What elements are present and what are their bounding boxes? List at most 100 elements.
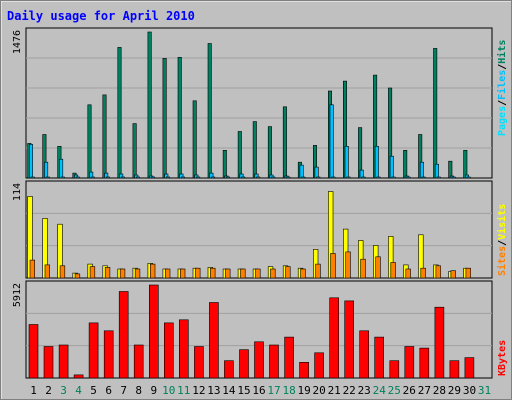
x-tick-label-14: 14 <box>222 384 236 397</box>
x-tick-label-24: 24 <box>373 384 387 397</box>
bar-hits-day-11 <box>177 56 182 179</box>
bar-sites-day-28 <box>435 265 441 279</box>
bar-sites-day-25 <box>390 262 396 279</box>
bar-hits-day-5 <box>87 104 92 179</box>
bar-pages-day-8 <box>135 176 140 179</box>
x-tick-label-28: 28 <box>433 384 446 397</box>
bar-kbytes-day-29 <box>449 360 460 379</box>
x-tick-label-11: 11 <box>177 384 190 397</box>
bar-hits-day-12 <box>192 100 197 179</box>
bar-kbytes-day-28 <box>434 306 445 379</box>
bar-pages-day-24 <box>376 176 381 179</box>
x-tick-label-17: 17 <box>267 384 280 397</box>
x-tick-label-18: 18 <box>282 384 295 397</box>
bar-sites-day-26 <box>405 268 411 279</box>
bar-pages-day-22 <box>346 176 351 179</box>
chart-title: Daily usage for April 2010 <box>7 9 195 23</box>
bar-files-day-2 <box>44 161 49 179</box>
bar-files-day-28 <box>434 163 439 179</box>
axis-label-part: / <box>497 240 508 246</box>
axis-label-right: Pages/Files/Hits <box>496 40 508 136</box>
bar-files-day-21 <box>329 104 334 179</box>
axis-label-part: Pages <box>497 106 508 136</box>
bar-sites-day-24 <box>375 256 381 279</box>
x-tick-label-22: 22 <box>343 384 356 397</box>
bar-pages-day-13 <box>211 176 216 179</box>
bar-kbytes-day-5 <box>88 322 99 379</box>
x-tick-label-13: 13 <box>207 384 220 397</box>
bar-pages-day-4 <box>75 176 80 179</box>
bar-pages-day-18 <box>286 176 291 179</box>
bar-sites-day-14 <box>225 268 231 279</box>
bar-kbytes-day-14 <box>224 360 234 379</box>
bar-sites-day-7 <box>119 268 126 279</box>
bar-hits-day-30 <box>463 150 468 179</box>
bar-kbytes-day-15 <box>239 349 249 379</box>
bar-hits-day-16 <box>252 121 257 179</box>
bar-pages-day-11 <box>181 176 186 179</box>
x-tick-label-2: 2 <box>45 384 52 397</box>
bar-pages-day-15 <box>241 176 246 179</box>
panel-area <box>25 280 493 379</box>
bar-files-day-24 <box>374 146 379 179</box>
bar-sites-day-27 <box>420 267 426 279</box>
bar-pages-day-5 <box>90 176 95 179</box>
bar-kbytes-day-3 <box>58 344 69 379</box>
x-tick-label-26: 26 <box>403 384 416 397</box>
bar-hits-day-28 <box>433 48 438 179</box>
bar-hits-day-6 <box>102 94 107 179</box>
x-axis-labels: 1 2 3 4 5 6 7 8 9 10 11 12 13 14 15 16 17 18 19 20 21 22 23 24 2… <box>30 384 491 397</box>
bar-hits-day-17 <box>267 126 272 179</box>
axis-label-part: / <box>497 100 508 106</box>
bar-kbytes-day-18 <box>284 336 294 379</box>
x-tick-label-6: 6 <box>105 384 112 397</box>
bar-hits-day-14 <box>222 150 227 179</box>
bar-pages-day-3 <box>60 176 65 179</box>
bar-files-day-20 <box>314 166 319 179</box>
x-tick-label-7: 7 <box>120 384 127 397</box>
bar-files-day-25 <box>389 155 394 179</box>
bar-files-day-22 <box>344 146 349 179</box>
bar-pages-day-28 <box>436 176 441 179</box>
bar-pages-day-7 <box>120 176 125 179</box>
bar-hits-day-8 <box>132 123 137 179</box>
bar-sites-day-5 <box>89 266 96 279</box>
bar-kbytes-day-21 <box>329 297 340 379</box>
x-tick-label-20: 20 <box>312 384 325 397</box>
axis-label-part: Files <box>496 70 508 100</box>
bar-pages-day-12 <box>196 176 201 179</box>
bar-hits-day-26 <box>403 150 408 179</box>
axis-label-part: Visits <box>496 204 508 240</box>
bar-pages-day-26 <box>406 176 411 179</box>
bar-pages-day-21 <box>331 176 336 179</box>
bar-kbytes-day-22 <box>344 300 355 379</box>
bar-hits-day-18 <box>282 106 287 179</box>
bar-kbytes-day-16 <box>254 341 264 379</box>
bar-kbytes-day-6 <box>103 330 114 379</box>
y-max-label: 5912 <box>12 283 23 307</box>
bar-kbytes-day-30 <box>464 357 475 379</box>
bar-kbytes-day-2 <box>43 346 54 379</box>
x-tick-label-30: 30 <box>463 384 476 397</box>
x-tick-label-12: 12 <box>192 384 205 397</box>
x-tick-label-10: 10 <box>162 384 175 397</box>
bar-files-day-27 <box>419 161 424 179</box>
bar-sites-day-11 <box>180 268 186 279</box>
bar-kbytes-day-10 <box>164 322 174 379</box>
x-tick-label-9: 9 <box>150 384 157 397</box>
bar-pages-day-16 <box>256 176 261 179</box>
bar-hits-day-9 <box>147 31 152 179</box>
x-tick-label-25: 25 <box>388 384 401 397</box>
x-tick-label-3: 3 <box>60 384 67 397</box>
bar-pages-day-1 <box>30 176 35 179</box>
bar-pages-day-30 <box>466 176 471 179</box>
bar-hits-day-10 <box>162 57 167 179</box>
bar-kbytes-day-20 <box>314 352 324 379</box>
bar-files-day-3 <box>59 158 64 179</box>
bar-sites-day-21 <box>330 253 336 279</box>
bar-sites-day-1 <box>29 259 35 279</box>
y-max-label: 114 <box>12 183 23 201</box>
bar-pages-day-2 <box>45 176 50 179</box>
